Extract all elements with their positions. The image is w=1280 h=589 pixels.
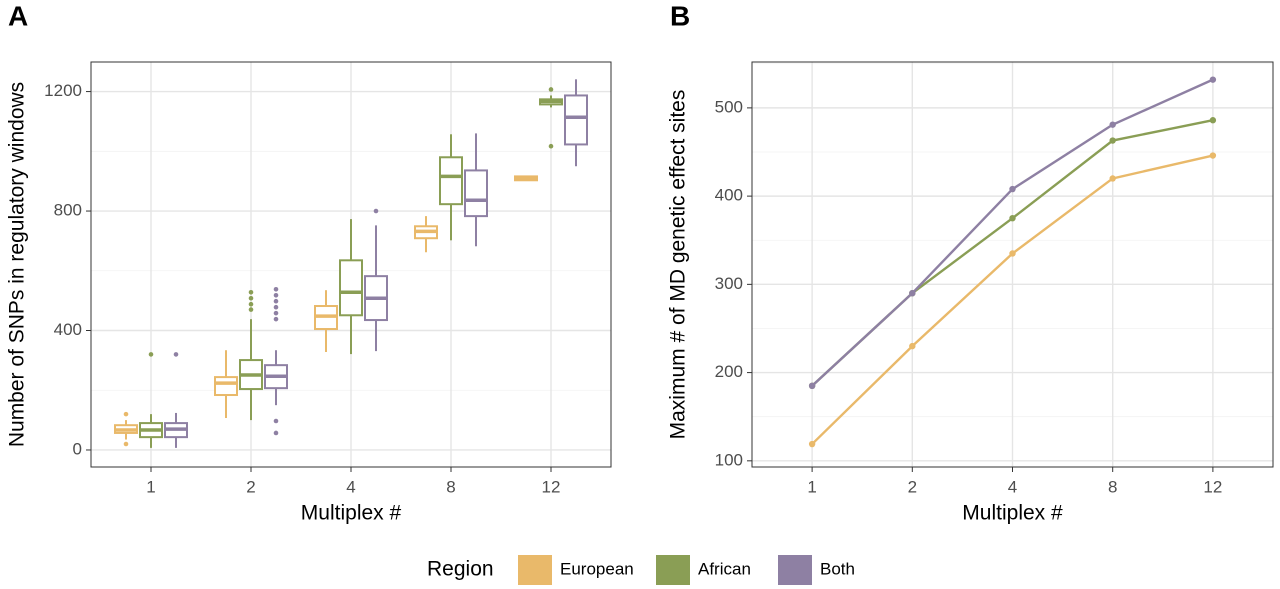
- point: [1109, 137, 1116, 144]
- point: [909, 289, 916, 297]
- point: [1109, 121, 1116, 128]
- outlier: [273, 418, 279, 424]
- x-tick-label: 1: [807, 477, 816, 496]
- legend-label: African: [698, 559, 751, 578]
- outlier: [123, 441, 129, 447]
- y-tick-label: 500: [715, 97, 743, 116]
- box: [339, 259, 363, 317]
- point: [1009, 185, 1016, 193]
- box: [564, 94, 588, 146]
- point: [808, 440, 816, 448]
- box: [214, 376, 238, 397]
- y-tick-label: 0: [73, 439, 82, 458]
- outlier: [273, 430, 279, 436]
- outlier: [548, 143, 554, 149]
- y-axis-title: Maximum # of MD genetic effect sites: [667, 90, 690, 440]
- point: [808, 382, 816, 390]
- y-axis-title: Number of SNPs in regulatory windows: [6, 82, 29, 447]
- y-tick-label: 200: [715, 362, 743, 381]
- y-tick-label: 100: [715, 450, 743, 469]
- y-tick-label: 1200: [44, 81, 82, 100]
- panel-label: A: [8, 0, 28, 31]
- outlier: [173, 352, 179, 357]
- legend-title: Region: [427, 558, 494, 581]
- x-tick-label: 2: [246, 477, 255, 496]
- x-tick-label: 1: [146, 477, 155, 496]
- x-tick-label: 2: [908, 477, 917, 496]
- plot-border: [751, 61, 1274, 468]
- legend-label: Both: [820, 559, 855, 578]
- outlier: [273, 304, 279, 310]
- point: [1209, 117, 1217, 124]
- x-tick-label: 12: [542, 477, 561, 496]
- outlier: [548, 87, 554, 92]
- outlier: [273, 292, 279, 298]
- outlier: [248, 295, 254, 301]
- y-tick-label: 400: [54, 320, 82, 339]
- y-tick-label: 300: [715, 274, 743, 293]
- outlier: [373, 208, 379, 214]
- plot-border: [90, 61, 612, 468]
- legend-label: European: [560, 559, 634, 578]
- x-tick-label: 8: [446, 477, 455, 496]
- outlier: [123, 411, 129, 417]
- x-tick-label: 4: [346, 477, 355, 496]
- point: [909, 342, 916, 350]
- legend-key: [518, 555, 552, 585]
- x-axis-title: Multiplex #: [301, 502, 402, 525]
- legend-key: [778, 555, 812, 585]
- y-tick-label: 800: [54, 201, 82, 220]
- outlier: [148, 352, 154, 357]
- point: [1109, 175, 1116, 182]
- outlier: [273, 316, 279, 322]
- box: [439, 156, 463, 206]
- point: [1209, 76, 1217, 83]
- x-axis-title: Multiplex #: [962, 502, 1063, 525]
- y-tick-label: 400: [715, 186, 743, 205]
- x-tick-label: 4: [1008, 477, 1017, 496]
- panel-label: B: [670, 0, 690, 31]
- outlier: [248, 307, 254, 312]
- x-tick-label: 12: [1203, 477, 1222, 496]
- point: [1009, 250, 1016, 257]
- outlier: [273, 310, 279, 316]
- outlier: [248, 289, 254, 295]
- outlier: [273, 286, 279, 292]
- outlier: [248, 301, 254, 307]
- outlier: [273, 298, 279, 304]
- x-tick-label: 8: [1108, 477, 1117, 496]
- legend-key: [656, 555, 690, 585]
- point: [1209, 152, 1217, 159]
- point: [1009, 214, 1016, 222]
- box: [464, 169, 488, 218]
